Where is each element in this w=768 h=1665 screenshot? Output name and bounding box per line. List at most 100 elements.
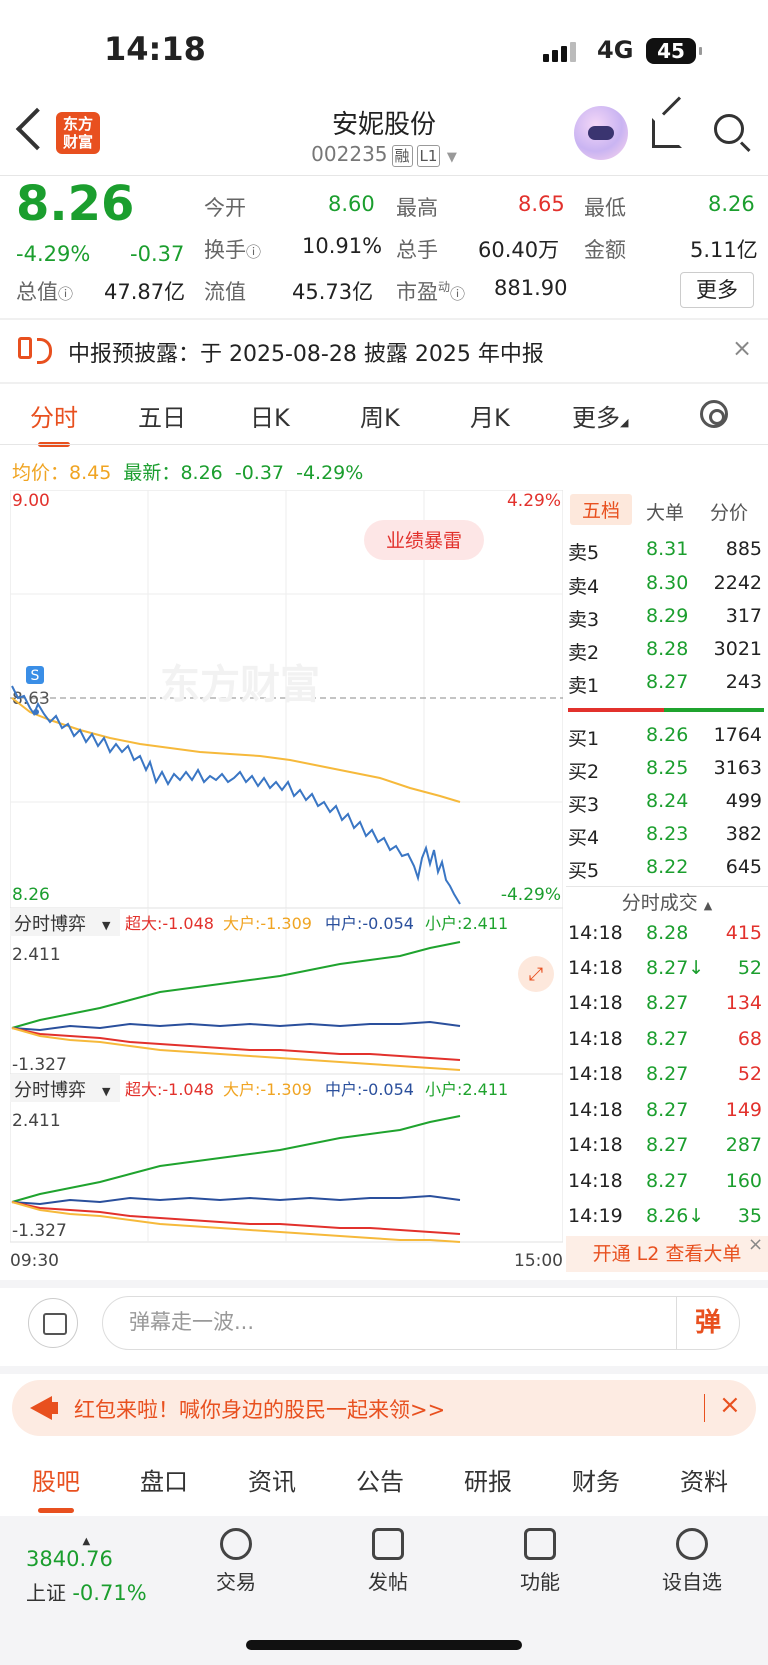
- float-value: 45.73亿: [292, 280, 374, 304]
- danmu-input[interactable]: [127, 1309, 651, 1335]
- info-icon[interactable]: ⓘ: [58, 285, 74, 303]
- l2-upgrade-banner[interactable]: 开通 L2 查看大单: [566, 1236, 768, 1272]
- bid-row[interactable]: 买2 8.25 3163: [568, 757, 762, 783]
- price-line: [11, 685, 461, 905]
- add-watchlist-button[interactable]: 设自选: [642, 1528, 742, 1595]
- bid-ratio-bar: [664, 708, 764, 712]
- trade-row: 14:18 8.27 134: [568, 992, 762, 1014]
- close-icon[interactable]: ×: [748, 1234, 764, 1255]
- trades-title[interactable]: 分时成交 ▲: [621, 892, 713, 914]
- info-icon[interactable]: ⓘ: [246, 243, 262, 261]
- tab-price-dist[interactable]: 分价: [710, 502, 749, 524]
- more-dots-icon: [676, 1528, 708, 1560]
- index-widget[interactable]: ▲ 3840.76 上证 -0.71%: [26, 1536, 147, 1606]
- ask-row[interactable]: 卖3 8.29 317: [568, 605, 762, 631]
- mid-label-1: 中户:-0.054: [325, 914, 414, 933]
- panel-selector-2[interactable]: [10, 1074, 120, 1102]
- close-icon[interactable]: ×: [732, 334, 753, 362]
- small-label-2: 小户:2.411: [425, 1080, 508, 1099]
- tab-more[interactable]: 更多◢: [572, 404, 629, 432]
- big-flow-line-2: [11, 1201, 461, 1243]
- amount-label: 金额: [584, 238, 626, 262]
- trade-button[interactable]: 交易: [186, 1528, 286, 1595]
- tab-finance[interactable]: 财务: [572, 1468, 620, 1496]
- tab-pankou[interactable]: 盘口: [140, 1468, 188, 1496]
- post-button[interactable]: 发帖: [338, 1528, 438, 1595]
- stock-code-row[interactable]: 002235 融 L1 ▼: [0, 142, 768, 167]
- logo-text-2: 财富: [62, 133, 93, 151]
- expand-icon[interactable]: [518, 956, 554, 992]
- danmu-settings-icon[interactable]: [28, 1298, 78, 1348]
- bid-row[interactable]: 买3 8.24 499: [568, 790, 762, 816]
- trade-row: 14:19 8.26↓ 35: [568, 1205, 762, 1227]
- gear-icon[interactable]: [700, 400, 728, 428]
- margin-tag: 融: [391, 145, 413, 167]
- status-bar: 14:18 4G 45: [0, 0, 768, 100]
- tab-big-order[interactable]: 大单: [646, 502, 685, 524]
- danmu-bar: 弹: [0, 1290, 768, 1360]
- panel-title-1: 分时博弈: [14, 914, 86, 935]
- s-marker-text: S: [31, 668, 40, 684]
- mid-flow-line-2: [11, 1194, 461, 1206]
- tab-announcements[interactable]: 公告: [356, 1468, 404, 1496]
- trade-row: 14:18 8.27 52: [568, 1063, 762, 1085]
- tab-daily-k[interactable]: 日K: [250, 404, 290, 432]
- notice-text: 中报预披露：于 2025-08-28 披露 2025 年中报: [68, 342, 544, 367]
- tab-profile[interactable]: 资料: [680, 1468, 728, 1496]
- intraday-chart[interactable]: 东方财富 9.00 4.29% 8.63 8.26 -4.29% 业绩暴雷 S …: [10, 490, 563, 1276]
- notice-bar[interactable]: 中报预披露：于 2025-08-28 披露 2025 年中报 ×: [0, 320, 768, 382]
- trade-row: 14:18 8.27↓ 52: [568, 957, 762, 979]
- s-marker-icon[interactable]: [26, 666, 44, 684]
- home-indicator: [246, 1640, 522, 1650]
- close-icon[interactable]: ×: [719, 1390, 741, 1420]
- volume-value: 60.40万: [478, 238, 560, 262]
- y-top-label: 9.00: [12, 491, 50, 511]
- alert-badge[interactable]: [364, 520, 484, 560]
- tab-guba[interactable]: 股吧: [32, 1462, 80, 1513]
- amount-value: 5.11亿: [690, 238, 758, 262]
- trade-row: 14:18 8.27 287: [568, 1134, 762, 1156]
- tab-five-level[interactable]: 五档: [570, 494, 633, 525]
- ask-row[interactable]: 卖5 8.31 885: [568, 538, 762, 564]
- tab-five-day[interactable]: 五日: [138, 404, 186, 432]
- bid-row[interactable]: 买5 8.22 645: [568, 856, 762, 882]
- change-value: -0.37: [130, 242, 185, 266]
- stock-header: 东方 财富 安妮股份 002235 融 L1 ▼: [0, 100, 768, 176]
- assistant-robot-icon[interactable]: [574, 106, 628, 160]
- ask-row[interactable]: 卖4 8.30 2242: [568, 572, 762, 598]
- promo-banner[interactable]: 红包来啦！喊你身边的股民一起来领>> ×: [12, 1380, 756, 1436]
- bid-row[interactable]: 买1 8.26 1764: [568, 724, 762, 750]
- tab-monthly-k[interactable]: 月K: [470, 404, 510, 432]
- low-value: 8.26: [708, 192, 755, 216]
- turnover-label: 换手ⓘ: [204, 238, 262, 262]
- grid-icon: [524, 1528, 556, 1560]
- ask-row[interactable]: 卖1 8.27 243: [568, 671, 762, 697]
- tab-intraday[interactable]: 分时: [30, 398, 78, 447]
- functions-button[interactable]: 功能: [490, 1528, 590, 1595]
- big-label-1: 大户:-1.309: [223, 914, 312, 933]
- danmu-send-button[interactable]: 弹: [676, 1297, 739, 1349]
- open-value: 8.60: [328, 192, 375, 216]
- tab-research[interactable]: 研报: [464, 1468, 512, 1496]
- tab-news[interactable]: 资讯: [248, 1468, 296, 1496]
- level-tag: L1: [416, 145, 441, 167]
- panel-selector-1[interactable]: [10, 908, 120, 936]
- danmu-input-wrap[interactable]: 弹: [102, 1296, 740, 1350]
- small-flow-line-1: [11, 941, 461, 1029]
- signal-icon: [543, 42, 579, 62]
- search-icon[interactable]: [714, 114, 744, 144]
- divider: [566, 886, 768, 887]
- time-end: 15:00: [514, 1251, 563, 1271]
- pe-label: 市盈动ⓘ: [396, 280, 466, 304]
- watermark: 东方财富: [160, 662, 320, 708]
- trade-row: 14:18 8.27 149: [568, 1099, 762, 1121]
- info-icon[interactable]: ⓘ: [450, 285, 466, 303]
- app-logo: 东方 财富: [56, 112, 100, 154]
- share-icon[interactable]: [652, 118, 682, 148]
- tab-weekly-k[interactable]: 周K: [360, 404, 400, 432]
- more-button[interactable]: 更多: [680, 272, 754, 308]
- small-flow-line-2: [11, 1115, 461, 1203]
- high-label: 最高: [396, 196, 438, 220]
- ask-row[interactable]: 卖2 8.28 3021: [568, 638, 762, 664]
- bid-row[interactable]: 买4 8.23 382: [568, 823, 762, 849]
